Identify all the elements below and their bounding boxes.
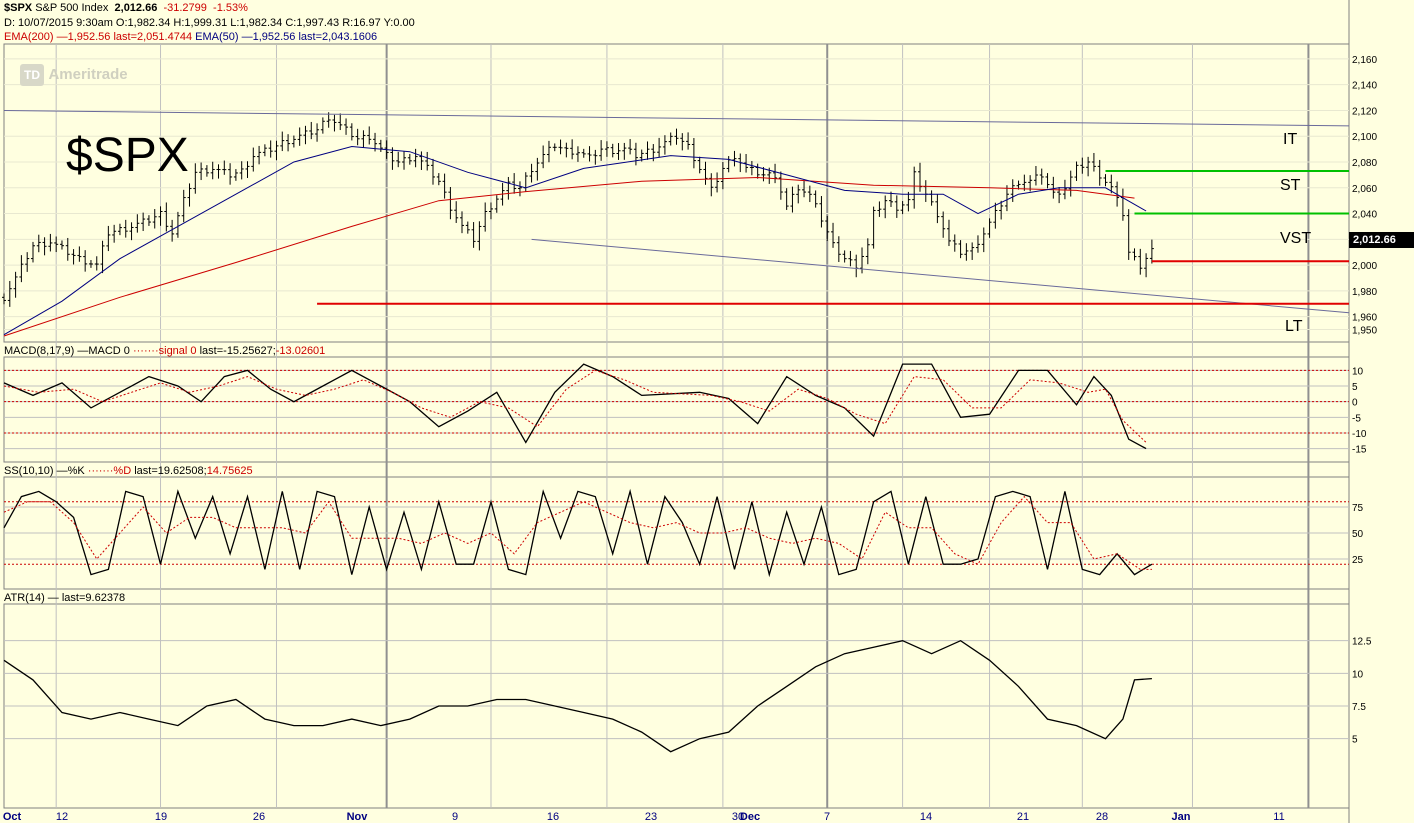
chart-title: $SPX S&P 500 Index 2,012.66 -31.2799 -1.…	[4, 2, 248, 14]
series-signal	[3, 369, 1147, 443]
x-tick-label: 16	[547, 811, 559, 823]
d-last: 14.75625	[206, 465, 253, 477]
big-symbol-label: $SPX	[66, 129, 189, 182]
x-tick-label: Jan	[1172, 811, 1191, 823]
change: -31.2799	[163, 2, 207, 14]
x-tick-label: Oct	[3, 811, 22, 823]
resistance-line	[3, 109, 1350, 127]
indicator-tick-label: 10	[1352, 366, 1364, 377]
y-tick-label: 2,140	[1352, 81, 1377, 92]
x-tick-label: 19	[155, 811, 167, 823]
indicator-tick-label: 5	[1352, 735, 1358, 746]
indicator-tick-label: 7.5	[1352, 702, 1366, 713]
y-tick-label: 2,040	[1352, 210, 1377, 221]
atr-label: ATR(14)	[4, 592, 45, 604]
y-tick-label: 2,120	[1352, 106, 1377, 117]
x-tick-label: 23	[645, 811, 657, 823]
x-tick-label: 7	[824, 811, 830, 823]
indicator-tick-label: -10	[1352, 429, 1367, 440]
panel-frame	[3, 43, 1350, 343]
panel-frame	[3, 356, 1350, 463]
ema50-label: EMA(50)	[195, 31, 239, 43]
trendline-line	[531, 238, 1350, 314]
y-tick-label: 2,060	[1352, 184, 1377, 195]
k-key: —%K	[53, 465, 85, 477]
indicator-tick-label: 75	[1352, 503, 1364, 514]
level-label-it: IT	[1283, 131, 1298, 148]
symbol: $SPX	[4, 2, 33, 14]
td-logo-icon: TD	[20, 64, 44, 86]
ema-legend: EMA(200) —1,952.56 last=2,051.4744 EMA(5…	[4, 31, 377, 43]
x-tick-label: 30	[732, 811, 744, 823]
ss-last: last=19.62508;	[134, 465, 207, 477]
indicator-tick-label: 10	[1352, 669, 1364, 680]
last-price-tag: 2,012.66	[1349, 232, 1414, 248]
signal-last: -13.02601	[275, 345, 326, 357]
watermark-text: Ameritrade	[48, 66, 128, 83]
x-tick-label: 11	[1273, 811, 1284, 823]
x-tick-label: 28	[1096, 811, 1108, 823]
indicator-tick-label: 12.5	[1352, 637, 1372, 648]
series-macd	[3, 363, 1147, 450]
signal-key: ·······signal 0	[129, 345, 197, 357]
watermark: TD Ameritrade	[20, 64, 156, 86]
ss-label: SS(10,10)	[4, 465, 54, 477]
ema50-values: —1,952.56 last=2,043.1606	[238, 31, 378, 43]
x-tick-label: 26	[253, 811, 265, 823]
indicator-tick-label: 50	[1352, 529, 1364, 540]
x-tick-label: 21	[1017, 811, 1029, 823]
indicator-tick-label: 0	[1352, 398, 1358, 409]
symbol-name: S&P 500 Index	[35, 2, 109, 14]
indicator-tick-label: 5	[1352, 382, 1358, 393]
x-tick-label: 9	[452, 811, 458, 823]
atr-legend: ATR(14) — last=9.62378	[4, 592, 125, 604]
level-label-st: ST	[1280, 177, 1301, 194]
indicator-tick-label: -15	[1352, 445, 1367, 456]
series-atr	[3, 639, 1152, 753]
macd-key: —MACD 0	[74, 345, 130, 357]
ema200-label: EMA(200)	[4, 31, 54, 43]
ss-legend: SS(10,10) —%K ·······%D last=19.62508;14…	[4, 465, 253, 477]
y-tick-label: 1,980	[1352, 287, 1377, 298]
indicator-tick-label: -5	[1352, 413, 1361, 424]
ema200-line	[3, 176, 1135, 337]
x-tick-label: Nov	[347, 811, 369, 823]
y-tick-label: 1,960	[1352, 313, 1377, 324]
x-tick-label: 12	[56, 811, 68, 823]
x-tick-label: Dec	[740, 811, 760, 823]
ohlc-line: D: 10/07/2015 9:30am O:1,982.34 H:1,999.…	[4, 17, 415, 29]
ema50-line	[3, 145, 1147, 336]
y-tick-label: 2,000	[1352, 261, 1377, 272]
atr-last: — last=9.62378	[44, 592, 126, 604]
y-tick-label: 2,160	[1352, 55, 1377, 66]
ema200-values: —1,952.56 last=2,051.4744	[53, 31, 193, 43]
level-label-lt: LT	[1285, 318, 1303, 335]
y-tick-label: 1,950	[1352, 326, 1377, 337]
d-key: ·······%D	[84, 465, 132, 477]
change-pct: -1.53%	[213, 2, 248, 14]
macd-label: MACD(8,17,9)	[4, 345, 75, 357]
price: 2,012.66	[114, 2, 158, 14]
level-label-vst: VST	[1280, 230, 1312, 247]
indicator-tick-label: 25	[1352, 555, 1364, 566]
series-k	[3, 488, 1153, 578]
macd-last: last=-15.25627;	[199, 345, 276, 357]
x-tick-label: 14	[920, 811, 932, 823]
y-tick-label: 2,100	[1352, 132, 1377, 143]
macd-legend: MACD(8,17,9) —MACD 0 ·······signal 0 las…	[4, 345, 325, 357]
y-tick-label: 2,080	[1352, 158, 1377, 169]
